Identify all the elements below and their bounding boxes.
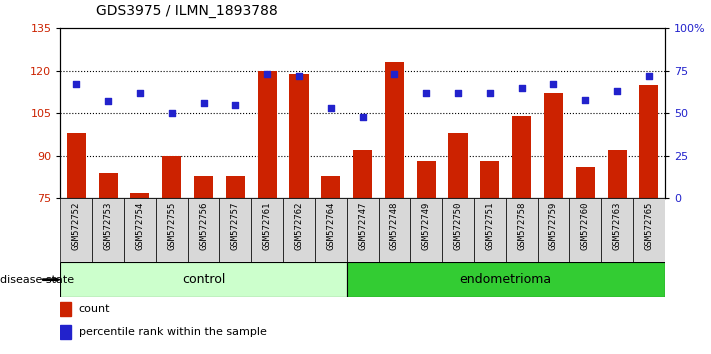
Point (230, 102, 241, 108)
Text: GDS3975 / ILMN_1893788: GDS3975 / ILMN_1893788 (96, 4, 278, 18)
Point (611, 88, 623, 94)
Bar (188, 198, 220, 262)
Text: GSM572755: GSM572755 (167, 201, 176, 250)
Text: GSM572760: GSM572760 (581, 201, 589, 250)
Point (643, 73, 655, 79)
Bar (481, 161, 499, 198)
Text: GSM572762: GSM572762 (294, 201, 304, 250)
Text: GSM572756: GSM572756 (199, 201, 208, 250)
Bar (194, 176, 213, 198)
Text: GSM572748: GSM572748 (390, 201, 399, 250)
Bar (607, 150, 626, 198)
Bar (347, 198, 378, 262)
Bar (226, 176, 245, 198)
Point (325, 105, 336, 111)
Bar (512, 116, 531, 198)
Bar (162, 156, 181, 198)
Bar (60, 325, 71, 339)
Bar (576, 167, 595, 198)
Bar (321, 176, 341, 198)
Bar (124, 198, 156, 262)
Text: GSM572764: GSM572764 (326, 201, 336, 250)
Bar (289, 74, 309, 198)
Bar (257, 71, 277, 198)
Point (102, 98, 114, 104)
Bar (442, 198, 474, 262)
Bar (220, 198, 251, 262)
Text: GSM572758: GSM572758 (517, 201, 526, 250)
Point (547, 81, 559, 87)
Bar (544, 93, 563, 198)
Point (579, 97, 591, 103)
Text: control: control (182, 273, 225, 286)
Bar (385, 62, 404, 198)
Bar (639, 85, 658, 198)
Point (516, 85, 528, 91)
Point (134, 90, 146, 96)
Point (198, 100, 209, 106)
Text: GSM572747: GSM572747 (358, 201, 367, 250)
Point (294, 73, 305, 79)
Bar (251, 198, 283, 262)
Point (484, 90, 496, 96)
Bar (353, 150, 372, 198)
Bar (474, 198, 506, 262)
Text: GSM572757: GSM572757 (231, 201, 240, 250)
Bar (602, 198, 633, 262)
Text: GSM572749: GSM572749 (422, 201, 431, 250)
Point (452, 90, 464, 96)
Bar (130, 193, 149, 198)
Point (420, 90, 432, 96)
Point (166, 110, 178, 116)
Bar (315, 198, 347, 262)
Bar (410, 198, 442, 262)
Bar (156, 198, 188, 262)
Bar (633, 198, 665, 262)
Bar (60, 262, 347, 297)
Bar (538, 198, 570, 262)
Bar (60, 302, 71, 316)
Bar (378, 198, 410, 262)
Bar (347, 262, 665, 297)
Bar (570, 198, 602, 262)
Bar (417, 161, 436, 198)
Text: percentile rank within the sample: percentile rank within the sample (79, 327, 267, 337)
Text: GSM572750: GSM572750 (454, 201, 463, 250)
Bar (99, 173, 118, 198)
Bar (506, 198, 538, 262)
Point (70, 81, 82, 87)
Text: GSM572751: GSM572751 (486, 201, 494, 250)
Text: endometrioma: endometrioma (460, 273, 552, 286)
Bar (60, 198, 92, 262)
Text: GSM572753: GSM572753 (104, 201, 112, 250)
Text: GSM572759: GSM572759 (549, 201, 558, 250)
Point (389, 72, 400, 77)
Bar (92, 198, 124, 262)
Text: disease state: disease state (0, 275, 74, 285)
Text: GSM572752: GSM572752 (72, 201, 81, 250)
Text: GSM572754: GSM572754 (136, 201, 144, 250)
Text: GSM572765: GSM572765 (644, 201, 653, 250)
Bar (67, 133, 86, 198)
Text: GSM572763: GSM572763 (613, 201, 621, 250)
Text: count: count (79, 304, 110, 314)
Point (357, 114, 368, 120)
Text: GSM572761: GSM572761 (262, 201, 272, 250)
Bar (449, 133, 468, 198)
Bar (283, 198, 315, 262)
Point (262, 72, 273, 77)
